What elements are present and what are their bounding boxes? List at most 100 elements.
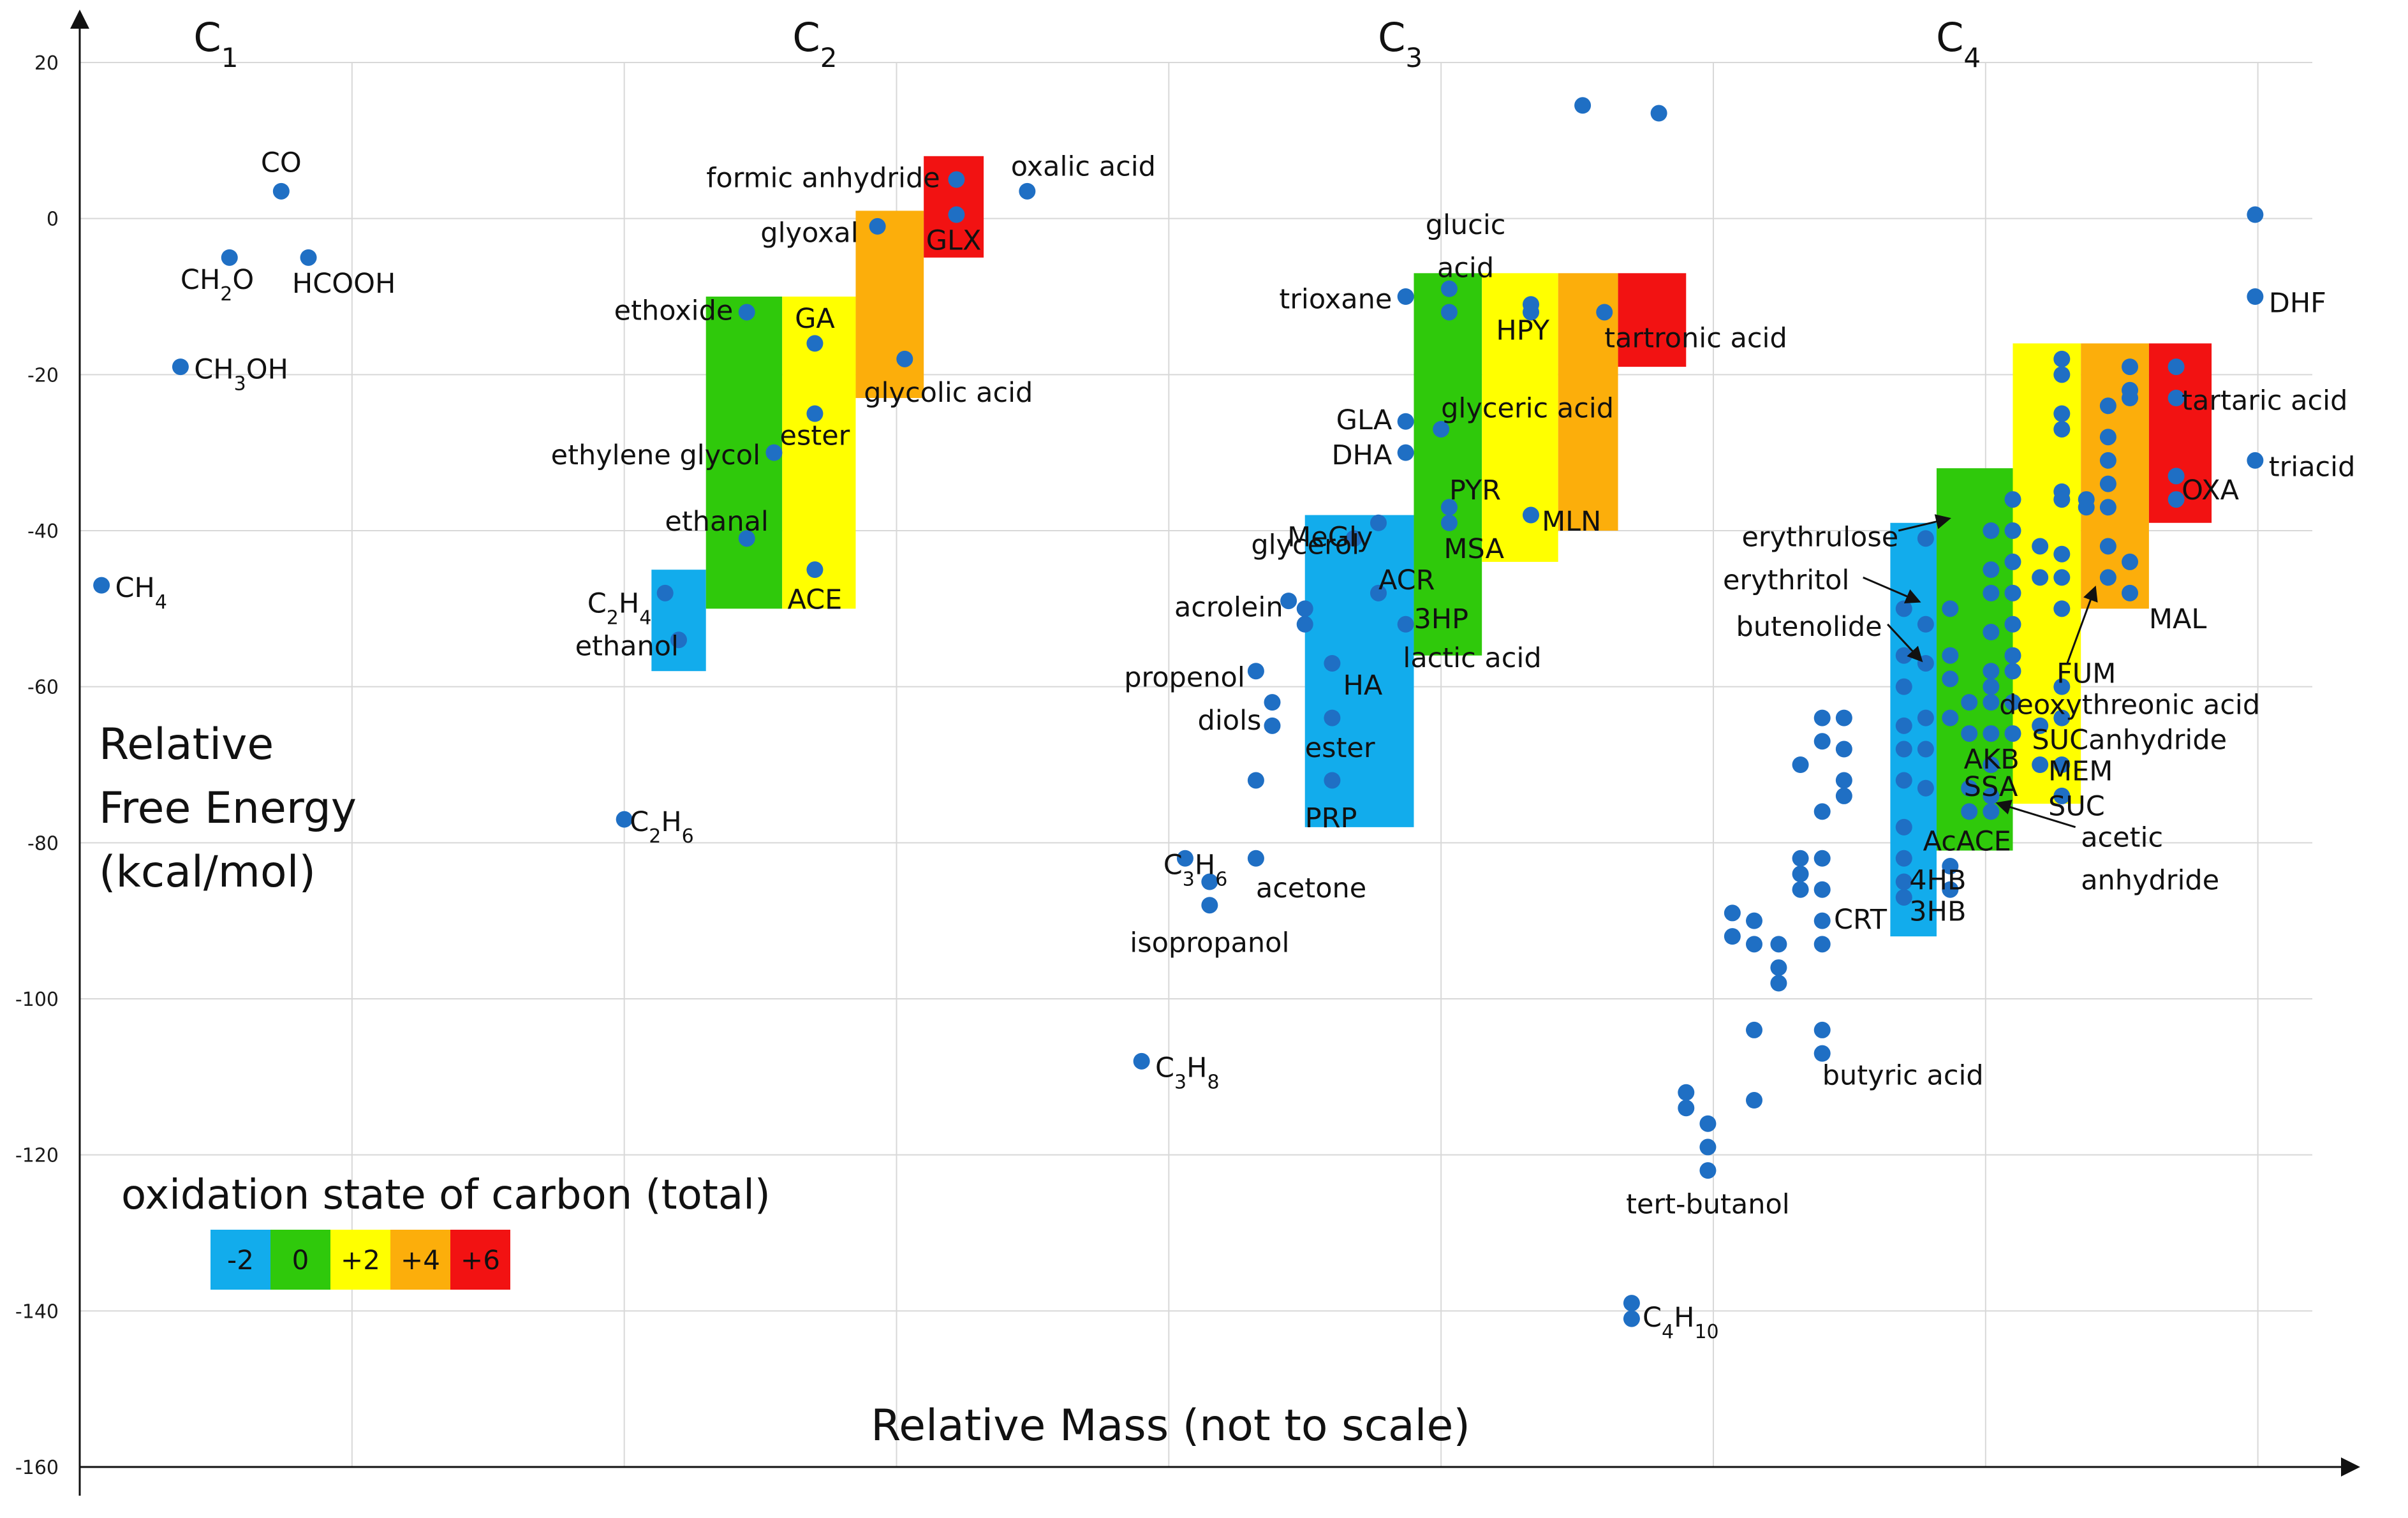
data-point xyxy=(1440,499,1458,516)
data-point xyxy=(1247,663,1264,680)
data-point xyxy=(1917,654,1934,672)
data-point xyxy=(1835,709,1852,726)
data-point xyxy=(2004,694,2021,711)
point-label: SUC xyxy=(2048,791,2105,823)
point-label: glyoxal xyxy=(760,217,858,249)
oxidation-band xyxy=(1414,273,1482,656)
data-point xyxy=(2004,522,2021,539)
point-label: isopropanol xyxy=(1130,927,1289,959)
data-point xyxy=(896,350,913,367)
point-label: CO xyxy=(261,147,302,179)
oxidation-band xyxy=(1304,515,1414,827)
label-part: 3HB xyxy=(1909,896,1966,928)
point-label: 4HB xyxy=(1909,865,1966,897)
point-label: ethanal xyxy=(665,506,768,538)
point-label: oxalic acid xyxy=(1011,151,1156,182)
annotation-arrow xyxy=(1898,514,1951,532)
data-point xyxy=(1746,1021,1762,1038)
y-tick-label: -160 xyxy=(15,1457,59,1479)
data-point xyxy=(1440,304,1458,321)
data-point xyxy=(1746,1092,1762,1109)
point-label: C4H10 xyxy=(1643,1302,1719,1343)
data-point xyxy=(1983,725,2000,742)
data-point xyxy=(1895,873,1912,890)
legend-swatch xyxy=(270,1230,330,1290)
label-part: H xyxy=(661,806,681,838)
data-point xyxy=(2168,358,2185,376)
data-point xyxy=(2168,491,2185,508)
point-label: MSA xyxy=(1444,533,1504,565)
data-point xyxy=(221,249,238,266)
point-label: acetic xyxy=(2081,822,2163,853)
legend-label: +4 xyxy=(401,1244,440,1276)
data-point xyxy=(1746,936,1762,953)
label-part: SSA xyxy=(1964,771,2018,803)
data-point xyxy=(2168,468,2185,485)
data-point xyxy=(2004,553,2021,570)
data-point xyxy=(2032,569,2049,586)
data-point xyxy=(765,444,783,461)
label-part: C xyxy=(630,806,649,838)
data-point xyxy=(670,631,688,649)
label-part: 1 xyxy=(221,42,239,73)
label-part: 8 xyxy=(1207,1071,1219,1093)
point-label: GA xyxy=(795,303,835,335)
point-label: MAL xyxy=(2149,603,2207,635)
data-point xyxy=(869,217,886,235)
data-point xyxy=(1678,1084,1695,1101)
data-point xyxy=(1895,717,1912,734)
data-point xyxy=(806,335,824,352)
data-point xyxy=(1792,866,1809,883)
label-part: MeGly xyxy=(1287,521,1373,553)
label-part: C xyxy=(792,14,820,61)
label-part: ACE xyxy=(788,584,843,615)
label-part: acetone xyxy=(1256,873,1366,904)
data-point xyxy=(272,182,290,200)
data-point xyxy=(1961,803,1978,820)
data-point xyxy=(1523,506,1539,524)
point-label: C3H8 xyxy=(1155,1052,1220,1093)
label-part: CRT xyxy=(1834,904,1887,936)
y-tick-label: 20 xyxy=(34,52,59,75)
data-point xyxy=(1296,615,1313,633)
data-point xyxy=(1813,709,1831,726)
label-part: 4HB xyxy=(1909,865,1966,897)
label-part: H xyxy=(1195,849,1215,881)
data-point xyxy=(93,577,110,594)
label-part: glycolic acid xyxy=(864,377,1033,409)
data-point xyxy=(1917,530,1934,547)
data-point xyxy=(1961,694,1978,711)
data-point xyxy=(738,530,755,547)
point-label: tert-butanol xyxy=(1626,1188,1790,1220)
point-label: SUCanhydride xyxy=(2032,725,2227,756)
label-part: diols xyxy=(1198,705,1262,737)
legend-label: 0 xyxy=(292,1244,309,1276)
point-label: OXA xyxy=(2182,475,2240,506)
data-point xyxy=(1699,1115,1717,1132)
data-point xyxy=(2247,288,2264,305)
label-part: 2 xyxy=(607,607,619,629)
legend-label: +6 xyxy=(461,1244,500,1276)
label-part: FUM xyxy=(2057,658,2116,690)
label-part: ethanal xyxy=(665,506,768,538)
data-point xyxy=(2053,569,2071,586)
label-part: CH xyxy=(194,353,233,385)
data-point xyxy=(1835,772,1852,789)
point-label: anhydride xyxy=(2081,865,2219,897)
label-part: trioxane xyxy=(1279,283,1392,315)
label-part: H xyxy=(1674,1302,1694,1334)
point-label: 3HB xyxy=(1909,896,1966,928)
point-label: butyric acid xyxy=(1822,1060,1984,1092)
data-point xyxy=(2053,709,2071,726)
point-label: diols xyxy=(1198,705,1262,737)
label-part: PYR xyxy=(1449,475,1501,506)
data-point xyxy=(1264,717,1281,734)
label-part: 2 xyxy=(649,825,661,847)
data-point xyxy=(1623,1295,1640,1312)
point-label: SSA xyxy=(1964,771,2018,803)
point-label: propenol xyxy=(1124,662,1245,694)
data-point xyxy=(1345,530,1363,547)
data-point xyxy=(1440,280,1458,297)
label-part: OH xyxy=(246,353,288,385)
annotation-arrow xyxy=(2066,586,2098,664)
